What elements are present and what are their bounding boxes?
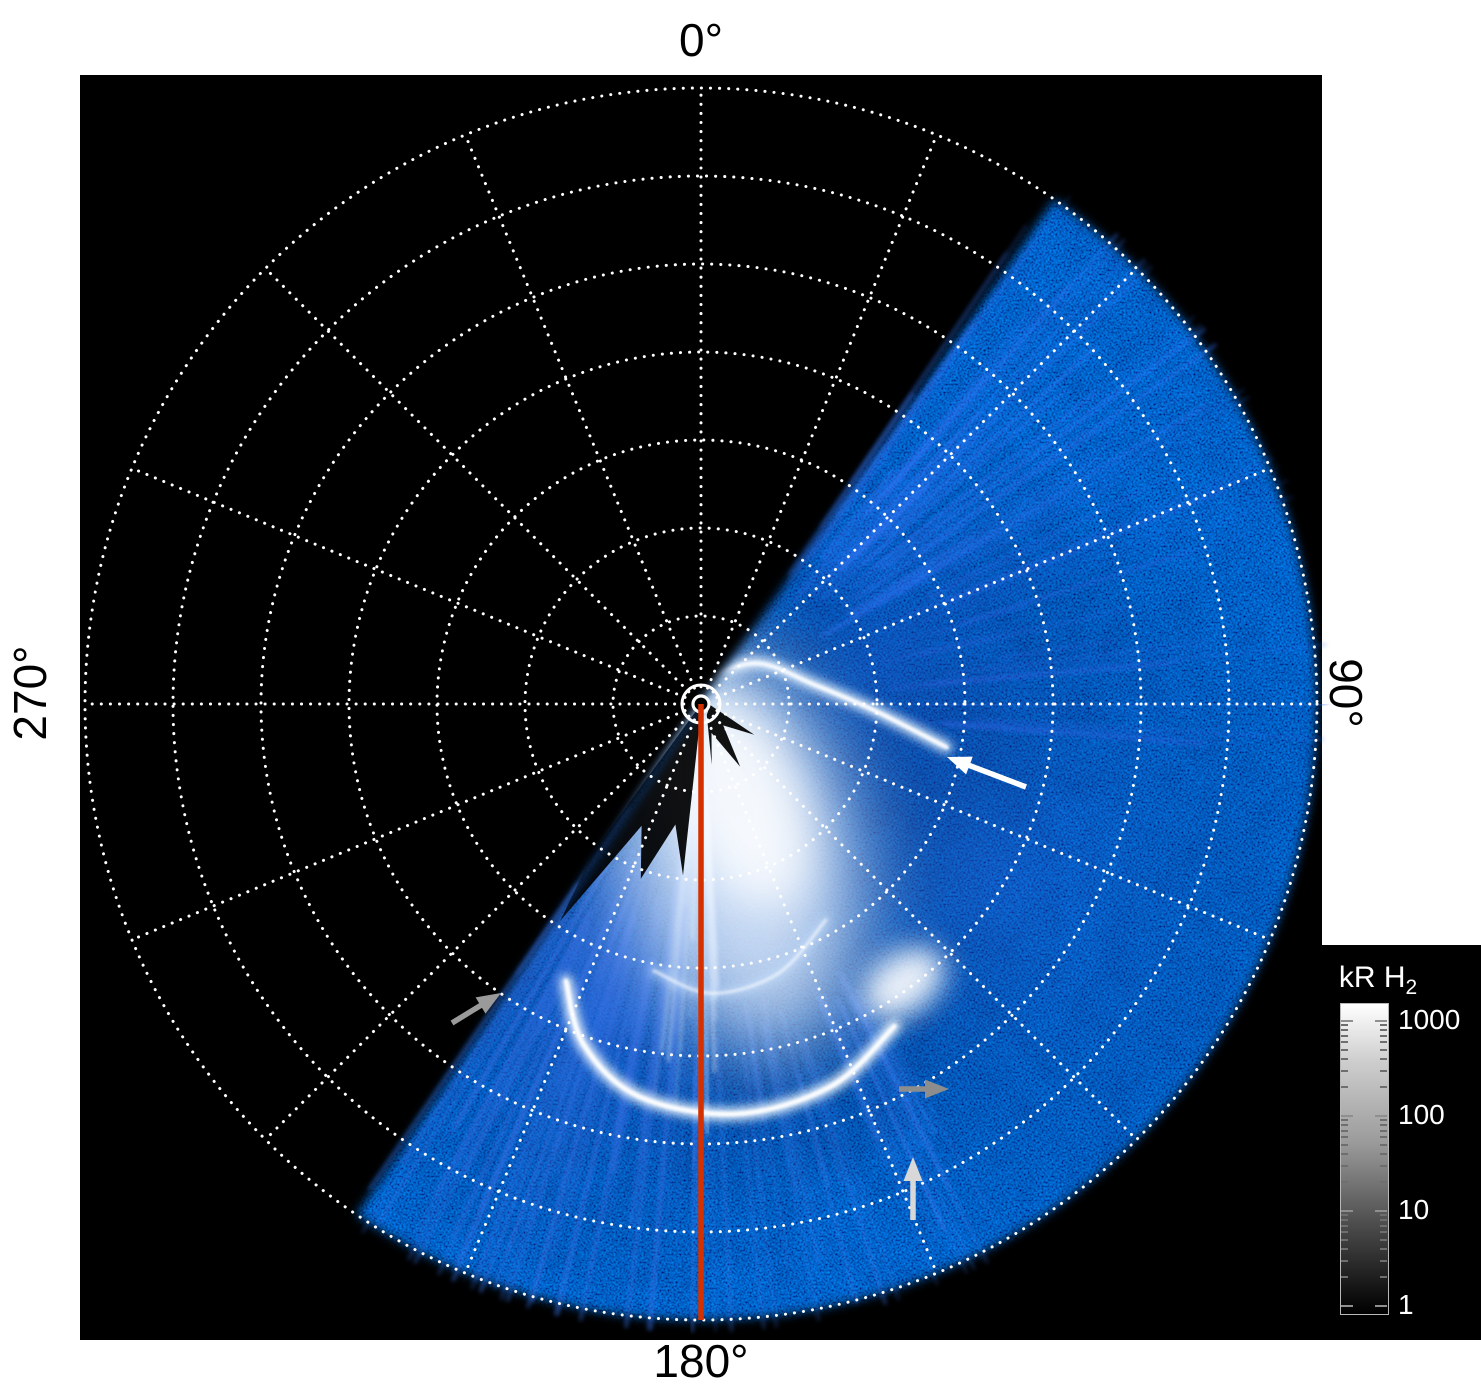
azimuth-label-180: 180° <box>653 1335 749 1386</box>
colorbar-tick-mark <box>1341 1238 1348 1241</box>
colorbar-title-subscript: 2 <box>1405 976 1418 999</box>
colorbar-tick-mark <box>1341 1086 1348 1089</box>
colorbar-title-main: kR H <box>1338 961 1406 994</box>
colorbar-tick-mark <box>1341 1136 1348 1139</box>
azimuth-label-0: 0° <box>679 14 723 66</box>
edge-arrow-grey <box>450 1001 486 1026</box>
colorbar-tick-mark <box>1341 1247 1348 1250</box>
colorbar-tick-mark <box>1380 1057 1387 1060</box>
colorbar: kR H2 1000 100 10 1 <box>1322 945 1481 1340</box>
colorbar-tick-mark <box>1380 1214 1387 1217</box>
colorbar-tick-label: 1 <box>1398 1289 1414 1320</box>
colorbar-tick-mark <box>1341 1029 1348 1032</box>
colorbar-tick-mark <box>1380 1124 1387 1127</box>
colorbar-tick-mark <box>1380 1136 1387 1139</box>
colorbar-tick-mark <box>1380 1086 1387 1089</box>
colorbar-tick-mark <box>1380 1231 1387 1234</box>
annotation-arrows <box>450 756 1027 1220</box>
colorbar-tick-mark <box>1341 1152 1348 1155</box>
colorbar-tick-mark <box>1380 1119 1387 1122</box>
colorbar-tick-mark <box>1341 1259 1348 1262</box>
colorbar-tick-mark <box>1380 1024 1387 1027</box>
colorbar-tick-area: 1000 100 10 1 <box>1322 945 1481 1340</box>
colorbar-tick-mark <box>1341 1231 1348 1234</box>
colorbar-tick-mark <box>1380 1129 1387 1132</box>
colorbar-tick-mark <box>1375 1210 1387 1212</box>
colorbar-tick-mark <box>1380 1143 1387 1146</box>
data-gap-notch-1 <box>706 705 755 767</box>
colorbar-tick-label: 1000 <box>1398 1004 1461 1035</box>
colorbar-tick-label: 10 <box>1398 1194 1430 1225</box>
colorbar-tick-mark <box>1341 1305 1353 1307</box>
colorbar-tick-mark <box>1375 1020 1387 1022</box>
colorbar-tick-mark <box>1341 1276 1348 1279</box>
edge-arrow-grey-head <box>475 993 501 1014</box>
colorbar-title: kR H2 <box>1330 961 1426 1000</box>
auroral-features <box>560 646 953 1121</box>
colorbar-tick-mark <box>1341 1164 1348 1167</box>
colorbar-tick-mark <box>1380 1048 1387 1051</box>
colorbar-tick-mark <box>1341 1143 1348 1146</box>
colorbar-tick-mark <box>1341 1210 1353 1212</box>
colorbar-tick-mark <box>1380 1029 1387 1032</box>
colorbar-tick-label: 100 <box>1398 1099 1445 1130</box>
data-gap-notch-2 <box>560 711 701 921</box>
colorbar-tick-mark <box>1375 1115 1387 1117</box>
colorbar-tick-mark <box>1380 1041 1387 1044</box>
colorbar-tick-mark <box>1341 1181 1348 1184</box>
colorbar-tick-mark <box>1341 1219 1348 1222</box>
colorbar-tick-mark <box>1341 1119 1348 1122</box>
colorbar-tick-mark <box>1341 1129 1348 1132</box>
colorbar-tick-mark <box>1380 1069 1387 1072</box>
colorbar-tick-mark <box>1380 1247 1387 1250</box>
colorbar-tick-mark <box>1341 1115 1353 1117</box>
colorbar-tick-mark <box>1341 1224 1348 1227</box>
colorbar-tick-mark <box>1380 1152 1387 1155</box>
arc-arrow-white-head <box>947 756 973 775</box>
colorbar-tick-mark <box>1380 1219 1387 1222</box>
central-emission-core <box>668 691 813 911</box>
colorbar-tick-mark <box>1380 1259 1387 1262</box>
oval-bottom-arrow-light-head <box>903 1157 923 1181</box>
colorbar-tick-mark <box>1380 1238 1387 1241</box>
colorbar-tick-mark <box>1341 1069 1348 1072</box>
colorbar-tick-mark <box>1341 1020 1353 1022</box>
colorbar-tick-mark <box>1375 1305 1387 1307</box>
colorbar-tick-mark <box>1341 1124 1348 1127</box>
colorbar-gradient <box>1340 1003 1389 1315</box>
arc-arrow-white <box>964 761 1027 790</box>
colorbar-tick-mark <box>1341 1048 1348 1051</box>
azimuth-label-90: 90° <box>1320 658 1372 728</box>
colorbar-tick-mark <box>1341 1034 1348 1037</box>
colorbar-tick-mark <box>1380 1181 1387 1184</box>
colorbar-tick-mark <box>1341 1214 1348 1217</box>
colorbar-tick-mark <box>1341 1041 1348 1044</box>
colorbar-tick-mark <box>1341 1024 1348 1027</box>
colorbar-tick-mark <box>1380 1224 1387 1227</box>
colorbar-tick-mark <box>1341 1057 1348 1060</box>
colorbar-tick-mark <box>1380 1034 1387 1037</box>
colorbar-tick-mark <box>1380 1276 1387 1279</box>
oval-end-arrow-grey-head <box>925 1079 949 1099</box>
azimuth-label-270: 270° <box>4 645 56 741</box>
dusk-bright-spot <box>862 946 945 1020</box>
colorbar-tick-mark <box>1380 1164 1387 1167</box>
